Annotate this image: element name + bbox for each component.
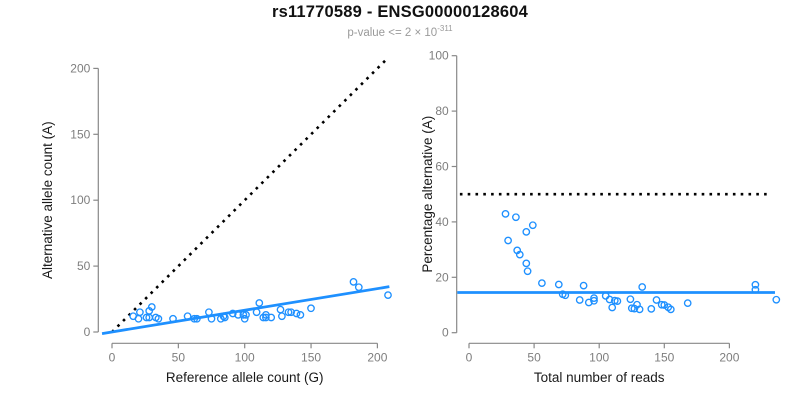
x-tick-label: 0 [109,350,116,364]
data-point [772,295,781,304]
subtitle-text: p-value <= 2 × 10 [347,26,438,39]
data-point [626,295,635,304]
data-point [255,299,264,307]
data-point [554,280,563,289]
data-point [613,297,622,305]
data-point [538,279,546,287]
x-tick-label: 100 [235,350,255,364]
data-point [384,291,392,299]
data-point [307,304,315,313]
data-point [234,311,242,319]
y-tick-label: 50 [77,259,91,273]
data-point [579,281,588,290]
y-tick-label: 0 [442,326,449,340]
y-axis-title: Alternative allele count (A) [40,121,55,279]
data-point [515,250,524,259]
data-point [134,314,143,323]
data-point [528,221,537,230]
data-point [512,213,520,222]
x-tick-label: 200 [367,350,387,364]
data-point [635,305,644,314]
data-point [575,296,584,304]
data-point [590,294,598,302]
x-tick-label: 50 [172,350,186,364]
data-point [638,283,647,291]
data-point [239,311,248,319]
x-tick-label: 0 [466,350,473,364]
x-tick-label: 150 [654,350,674,364]
data-point [287,308,295,317]
data-point [504,236,512,245]
y-tick-label: 200 [70,61,90,75]
data-point [751,285,760,294]
data-point [608,303,617,312]
data-point [652,296,661,304]
data-point [657,300,666,309]
y-tick-label: 100 [429,49,449,63]
data-point [136,308,144,317]
data-point [584,298,593,307]
subtitle-exponent: -311 [437,24,453,33]
data-point [276,305,285,314]
data-point [220,313,229,322]
x-tick-label: 100 [589,350,609,364]
data-point [292,309,301,318]
data-point [205,308,213,317]
identity-line [111,56,390,333]
data-point [751,280,760,289]
figure-title: rs11770589 - ENSG00000128604 [271,3,529,21]
data-point [590,296,598,305]
data-point [501,210,510,218]
y-tick-label: 20 [435,270,449,284]
data-point [142,313,151,322]
data-point [219,312,228,321]
data-point [683,299,692,307]
y-tick-label: 0 [84,325,91,339]
data-point [660,301,669,309]
x-axis-title: Reference allele count (G) [166,370,324,385]
y-tick-label: 40 [435,215,449,229]
y-tick-label: 150 [70,127,90,141]
data-point [183,312,192,321]
y-axis-title: Percentage alternative (A) [420,116,435,273]
data-point [522,259,531,268]
data-point [169,314,177,323]
y-tick-label: 60 [435,160,449,174]
figure-subtitle: p-value <= 2 × 10-311 [0,24,800,39]
y-tick-label: 80 [435,104,449,118]
data-point [354,283,363,292]
data-point [228,309,237,318]
data-point [278,312,286,321]
data-point [190,314,199,323]
data-point [242,311,250,319]
data-point [296,311,305,319]
data-point [262,313,270,322]
data-point [523,267,532,276]
data-point [349,278,358,286]
x-tick-label: 200 [719,350,739,364]
data-point [605,295,614,304]
data-point [193,314,201,323]
data-point [267,313,276,322]
data-point [627,304,636,313]
data-point [284,308,293,317]
x-tick-label: 150 [301,350,321,364]
data-point [252,308,261,317]
x-axis-title: Total number of reads [534,370,665,385]
x-tick-label: 50 [527,350,541,364]
data-point [666,305,675,314]
data-point [207,314,216,323]
data-point [522,228,531,236]
data-point [561,291,570,300]
regression-line [101,285,390,335]
data-point [240,314,249,323]
data-point [154,314,163,323]
y-tick-label: 100 [70,193,90,207]
data-point [647,305,656,313]
